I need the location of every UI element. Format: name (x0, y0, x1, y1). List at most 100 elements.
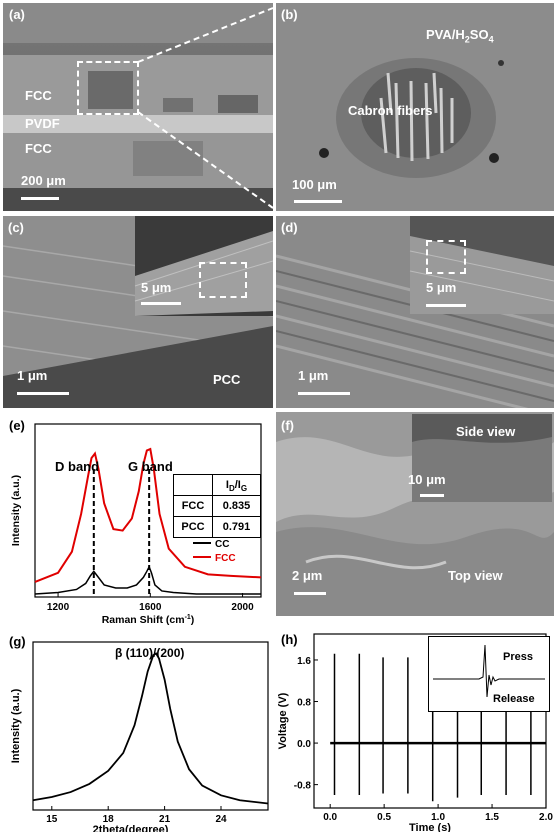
scale-text: 1 μm (298, 368, 329, 383)
x-tick-label: 1200 (47, 602, 70, 613)
scale-text: 100 μm (292, 177, 337, 192)
header-i: I (225, 479, 229, 491)
xrd-chart: 15 18 21 24 2theta(degree) Intensity (a.u.) (10, 641, 269, 832)
inset-scale-text: 10 μm (408, 472, 446, 487)
panel-f-image (276, 412, 554, 616)
scale-bar (298, 392, 350, 395)
xrd-curve (32, 652, 269, 805)
panel-c-image (3, 216, 273, 408)
x-axis-label: 2theta(degree) (93, 824, 169, 832)
fibers-label: Cabron fibers (348, 103, 433, 118)
panel-label: (f) (281, 418, 294, 433)
scale-text: 200 μm (21, 173, 66, 188)
inset-scale-bar (426, 304, 466, 307)
x-tick-label: 24 (215, 814, 227, 825)
side-view-label: Side view (456, 424, 516, 439)
scale-bar (17, 392, 69, 395)
x-tick-label: 0.0 (323, 812, 337, 823)
x-tick-label: 18 (103, 814, 115, 825)
pvdf-label: PVDF (25, 116, 60, 131)
panel-d-image (276, 216, 554, 408)
panel-b-image (276, 3, 554, 211)
ratio-table-header: ID/IG (174, 475, 260, 496)
electrolyte-label: PVA/H2SO4 (426, 27, 494, 45)
y-tick-label: 0.0 (297, 739, 311, 750)
voltage-chart: 0.0 0.5 1.0 1.5 2.0 -0.8 0.0 0.8 1.6 Time (s) Volt… (277, 633, 553, 832)
row-value: 0.835 (222, 500, 251, 512)
fcc-top-label: FCC (25, 88, 52, 103)
x-axis-label: Raman Shift (cm-1) (102, 614, 195, 626)
table-header-cell: ID/IG (213, 475, 260, 495)
top-view-label: Top view (448, 568, 503, 583)
panel-label: (c) (8, 220, 24, 235)
plot-frame (313, 633, 547, 809)
panel-label: (a) (9, 7, 25, 22)
legend-label: CC (215, 539, 229, 550)
zoom-connector (137, 7, 274, 209)
y-axis-label: Intensity (a.u.) (10, 475, 22, 546)
release-label: Release (493, 693, 535, 705)
header-slash: /I (234, 479, 241, 491)
panel-g: 15 18 21 24 2theta(degree) Intensity (a.u.) (… (3, 632, 273, 832)
inset-pulse (433, 644, 545, 698)
inset-zoom-box (199, 262, 247, 298)
y-tick-label: 0.8 (297, 698, 311, 709)
panel-label: (b) (281, 7, 298, 22)
ratio-table: ID/IG FCC 0.835 PCC 0.791 (173, 474, 261, 538)
fcc-bottom-label: FCC (25, 141, 52, 156)
electrolyte-mid: SO (469, 27, 489, 42)
peak-title: β (110)/(200) (115, 646, 185, 660)
panel-e: 1200 1600 2000 Raman Shift (cm-1) Intensity … (3, 412, 273, 632)
d-band-label: D band (55, 459, 100, 474)
panel-d: (d) 5 μm 1 μm (276, 216, 554, 408)
inset-scale-bar (420, 494, 444, 497)
g-band-label: G band (128, 459, 173, 474)
series-line-cc (34, 564, 261, 595)
panel-label: (d) (281, 220, 298, 235)
header-sub-g: G (240, 484, 248, 494)
y-tick-label: -0.8 (294, 781, 312, 792)
press-label: Press (503, 651, 533, 663)
inset-scale-text: 5 μm (141, 280, 172, 295)
plot-frame (34, 423, 262, 598)
panel-a-zoom-box (77, 61, 139, 115)
x-axis-label: Time (s) (409, 822, 451, 832)
scale-text: 2 μm (292, 568, 323, 583)
inset-scale-text: 5 μm (426, 280, 457, 295)
panel-a: (a) FCC PVDF FCC 200 μm (3, 3, 273, 211)
raman-chart: 1200 1600 2000 Raman Shift (cm-1) Intensity … (10, 423, 262, 626)
scale-text: 1 μm (17, 368, 48, 383)
scale-bar (294, 592, 326, 595)
electrolyte-text: PVA/H (426, 27, 465, 42)
y-axis-label: Intensity (a.u.) (10, 688, 22, 763)
panel-label: (e) (9, 418, 25, 433)
panel-c: (c) 5 μm 1 μm PCC (3, 216, 273, 408)
plot-frame (32, 641, 269, 811)
y-tick-label: 1.6 (297, 656, 311, 667)
table-row: FCC 0.835 (174, 496, 260, 517)
scale-bar (21, 197, 59, 200)
panel-b: (b) PVA/H2SO4 Cabron fibers 100 μm (276, 3, 554, 211)
row-name: PCC (174, 517, 213, 537)
y-axis-label: Voltage (V) (277, 692, 289, 749)
electrolyte-sub1: 2 (464, 34, 470, 45)
header-sub-d: D (228, 484, 235, 494)
row-name: FCC (174, 496, 213, 516)
panel-label: (g) (9, 634, 26, 649)
panel-f: (f) Side view 10 μm 2 μm Top view (276, 412, 554, 616)
panel-h: 0.0 0.5 1.0 1.5 2.0 -0.8 0.0 0.8 1.6 Time (s) Volt… (276, 626, 554, 832)
panel-label: (h) (281, 632, 298, 647)
x-tick-label: 1.0 (431, 812, 445, 823)
pcc-label: PCC (213, 372, 241, 387)
x-tick-label: 2.0 (539, 812, 553, 823)
x-tick-label: 0.5 (377, 812, 391, 823)
x-tick-label: 2000 (231, 602, 254, 613)
electrolyte-sub2: 4 (488, 34, 494, 45)
x-tick-label: 1.5 (485, 812, 499, 823)
x-tick-label: 1600 (139, 602, 162, 613)
inset-box: Press Release (428, 636, 550, 712)
series-line-fcc (34, 447, 262, 583)
row-value: 0.791 (222, 521, 251, 533)
x-tick-label: 21 (159, 814, 171, 825)
x-tick-label: 15 (46, 814, 58, 825)
